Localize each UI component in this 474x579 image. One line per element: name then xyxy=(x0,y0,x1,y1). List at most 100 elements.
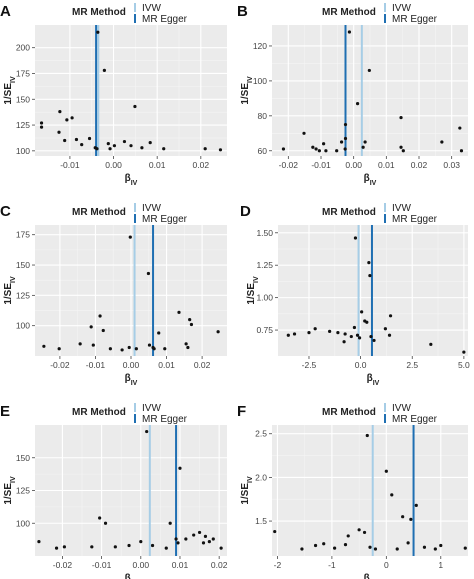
data-point xyxy=(360,310,364,314)
y-tick-label: 2.5 xyxy=(255,429,267,439)
x-axis-label: βIV xyxy=(364,173,377,187)
data-point xyxy=(433,547,437,551)
data-point xyxy=(322,542,326,546)
data-point xyxy=(361,145,365,149)
data-point xyxy=(324,149,328,153)
y-tick-label: 125 xyxy=(16,486,30,496)
data-point xyxy=(78,342,82,346)
x-tick-label: -0.01 xyxy=(86,360,106,370)
data-point xyxy=(314,147,318,151)
data-point xyxy=(373,547,378,551)
data-point xyxy=(273,529,277,534)
data-point xyxy=(368,273,372,278)
y-axis-label: 1/SEIV xyxy=(3,76,17,105)
data-point xyxy=(129,144,133,148)
data-point xyxy=(147,343,152,347)
data-point xyxy=(369,334,373,339)
panel-letter: A xyxy=(0,3,11,20)
legend-title: MR Method xyxy=(72,207,126,218)
data-point xyxy=(357,528,361,532)
data-point xyxy=(63,138,67,143)
legend-label-mr-egger: MR Egger xyxy=(392,414,438,425)
x-axis-label: βIV xyxy=(367,373,380,387)
data-point xyxy=(302,131,306,135)
data-point xyxy=(459,149,464,153)
data-point xyxy=(342,340,346,344)
data-point xyxy=(355,102,360,106)
y-tick-label: 60 xyxy=(258,146,268,156)
panel-letter: E xyxy=(0,403,10,420)
data-point xyxy=(39,125,44,129)
legend-title: MR Method xyxy=(322,7,376,18)
data-point xyxy=(74,137,79,142)
data-point xyxy=(42,344,46,348)
data-point xyxy=(211,537,215,541)
data-point xyxy=(139,539,143,544)
x-tick-label: 0.02 xyxy=(211,560,228,570)
y-tick-label: 150 xyxy=(16,94,30,104)
data-point xyxy=(219,546,223,550)
data-point xyxy=(127,543,131,548)
panel-f: -2 -1 0 1 1.5 2.0 2.5 βIV 1/SEIV F MR Method IVWMR … xyxy=(237,403,468,579)
y-tick-label: 1.00 xyxy=(256,293,273,303)
y-axis-label: 1/SEIV xyxy=(3,476,17,505)
data-point xyxy=(95,147,99,151)
plot-background xyxy=(278,225,468,356)
y-tick-label: 125 xyxy=(16,290,30,300)
x-tick-label: 5.0 xyxy=(458,360,470,370)
data-point xyxy=(367,261,371,265)
data-point xyxy=(286,333,290,337)
data-point xyxy=(157,331,161,335)
data-point xyxy=(62,545,66,549)
data-point xyxy=(134,347,138,351)
x-tick-label: 0.02 xyxy=(411,160,428,170)
data-point xyxy=(355,333,360,337)
x-tick-label: 0.01 xyxy=(378,160,395,170)
data-point xyxy=(367,68,371,73)
data-point xyxy=(80,143,84,147)
data-point xyxy=(440,140,444,144)
y-tick-label: 175 xyxy=(16,230,30,240)
data-point xyxy=(176,541,180,545)
data-point xyxy=(184,342,188,346)
data-point xyxy=(346,534,350,538)
data-point xyxy=(37,539,41,544)
x-tick-label: 0.01 xyxy=(149,160,166,170)
panel-letter: F xyxy=(237,403,246,420)
x-tick-label: -0.02 xyxy=(53,560,73,570)
data-point xyxy=(317,149,321,153)
data-point xyxy=(192,533,196,537)
data-point xyxy=(363,140,367,144)
data-point xyxy=(163,347,167,351)
data-point xyxy=(178,466,182,470)
x-tick-label: -0.01 xyxy=(311,160,331,170)
data-point xyxy=(357,336,362,340)
y-tick-label: 1.5 xyxy=(255,516,267,526)
data-point xyxy=(89,325,93,329)
data-point xyxy=(414,503,418,507)
data-point xyxy=(106,142,110,146)
data-point xyxy=(368,545,372,549)
y-tick-label: 125 xyxy=(16,120,30,130)
data-point xyxy=(98,516,102,520)
data-point xyxy=(343,136,348,141)
data-point xyxy=(87,136,92,141)
data-point xyxy=(462,350,466,354)
data-point xyxy=(307,331,311,335)
data-point xyxy=(300,547,304,551)
data-point xyxy=(343,543,348,547)
legend-label-mr-egger: MR Egger xyxy=(392,214,438,225)
data-point xyxy=(145,429,149,434)
data-point xyxy=(343,122,348,127)
y-tick-label: 1.50 xyxy=(256,228,273,238)
legend-title: MR Method xyxy=(72,407,126,418)
x-tick-label: -1 xyxy=(328,560,336,570)
data-point xyxy=(65,118,69,122)
data-point xyxy=(113,545,117,549)
data-point xyxy=(122,139,127,144)
data-point xyxy=(343,147,347,151)
